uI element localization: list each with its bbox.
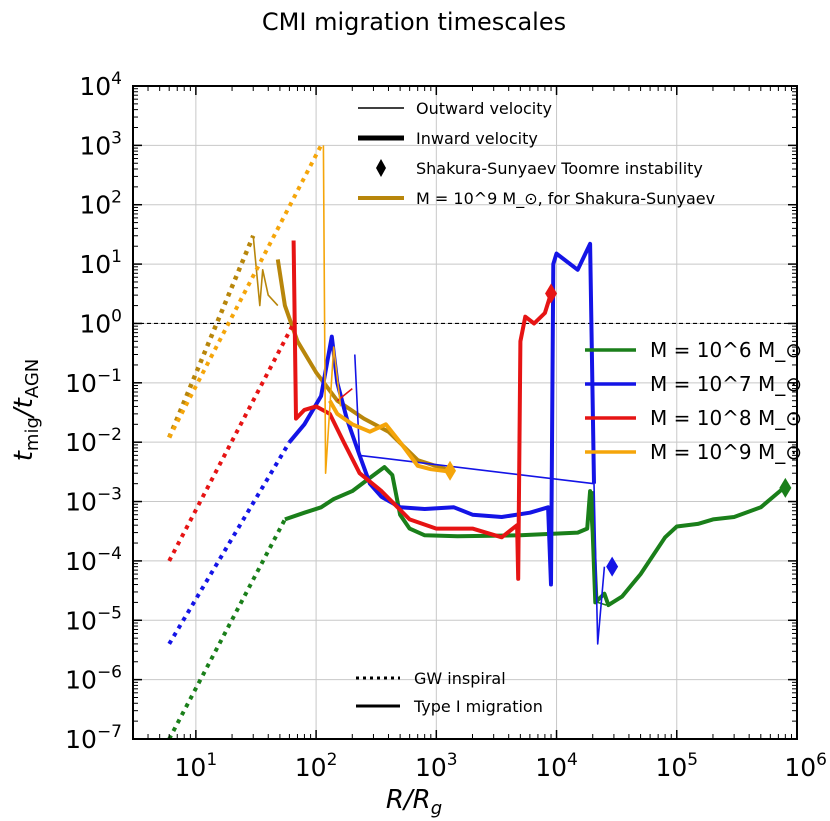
legend-mass-label-7: M = 10^7 M_⊙	[650, 372, 802, 396]
y-tick-label: 104	[79, 69, 122, 101]
legend-ss-label: M = 10^9 M_⊙, for Shakura-Sunyaev	[416, 189, 715, 209]
series-8-toomre-marker	[545, 283, 558, 304]
series-9-outward-line	[322, 145, 342, 475]
legend-toomre-diamond	[376, 159, 386, 177]
legend-layer: Outward velocity Inward velocity Shakura-S…	[356, 99, 802, 716]
x-tick-label: 106	[784, 750, 827, 782]
frame-layer	[132, 85, 798, 740]
ss-series-inward-line	[275, 259, 447, 472]
series-7-gw-inspiral-line	[167, 441, 292, 645]
y-axis-label: tmig/tAGN	[9, 359, 43, 462]
y-tick-label: 100	[79, 306, 122, 338]
y-tick-label: 103	[79, 128, 122, 160]
y-tick-label: 101	[79, 247, 122, 279]
series-8-inward-line	[291, 240, 553, 581]
y-tick-label: 10−6	[65, 663, 122, 695]
y-tick-label: 10−2	[65, 425, 122, 457]
y-tick-label: 102	[79, 188, 122, 220]
x-tick-label: 101	[175, 750, 218, 782]
legend-gw-label: GW inspiral	[414, 669, 506, 688]
x-tick-label: 103	[415, 750, 458, 782]
chart-title: CMI migration timescales	[262, 8, 566, 36]
tick-label-layer: 101 102 103 104 105 106 10−7 10−6 10−5 10−4 10−3 10…	[65, 69, 827, 782]
x-tick-label: 104	[535, 750, 578, 782]
series-7-toomre-marker	[606, 556, 619, 577]
legend-mass-label-8: M = 10^8 M_⊙	[650, 406, 802, 430]
plot-frame	[132, 85, 798, 740]
series-9-gw-inspiral-line	[167, 144, 323, 439]
y-tick-label: 10−3	[65, 485, 122, 517]
series-6-inward-line	[284, 465, 784, 608]
legend-inward-label: Inward velocity	[416, 129, 538, 148]
series-9-inward-line	[328, 399, 451, 474]
y-tick-label: 10−4	[65, 544, 122, 576]
legend-mass-label-9: M = 10^9 M_⊙	[650, 440, 802, 464]
data-layer	[133, 144, 797, 740]
x-tick-label: 102	[295, 750, 338, 782]
series-7-outward-line	[354, 354, 606, 645]
series-9-toomre-marker	[444, 460, 457, 481]
y-tick-label: 10−7	[65, 722, 122, 754]
legend-toomre-label: Shakura-Sunyaev Toomre instability	[416, 159, 703, 178]
series-6-toomre-marker	[779, 477, 792, 498]
legend-type1-label: Type I migration	[413, 697, 543, 716]
legend-outward-label: Outward velocity	[416, 99, 552, 118]
svg-text:tmig/tAGN: tmig/tAGN	[9, 359, 43, 462]
series-6-gw-inspiral-line	[167, 518, 287, 740]
legend-mass-label-6: M = 10^6 M_⊙	[650, 338, 802, 362]
x-axis-label: R/Rg	[386, 785, 442, 819]
y-tick-label: 10−5	[65, 603, 122, 635]
x-tick-label: 105	[655, 750, 698, 782]
y-tick-label: 10−1	[65, 366, 122, 398]
ss-series-gw-inspiral-line	[167, 234, 256, 439]
ss-series-outward-line	[252, 235, 279, 307]
